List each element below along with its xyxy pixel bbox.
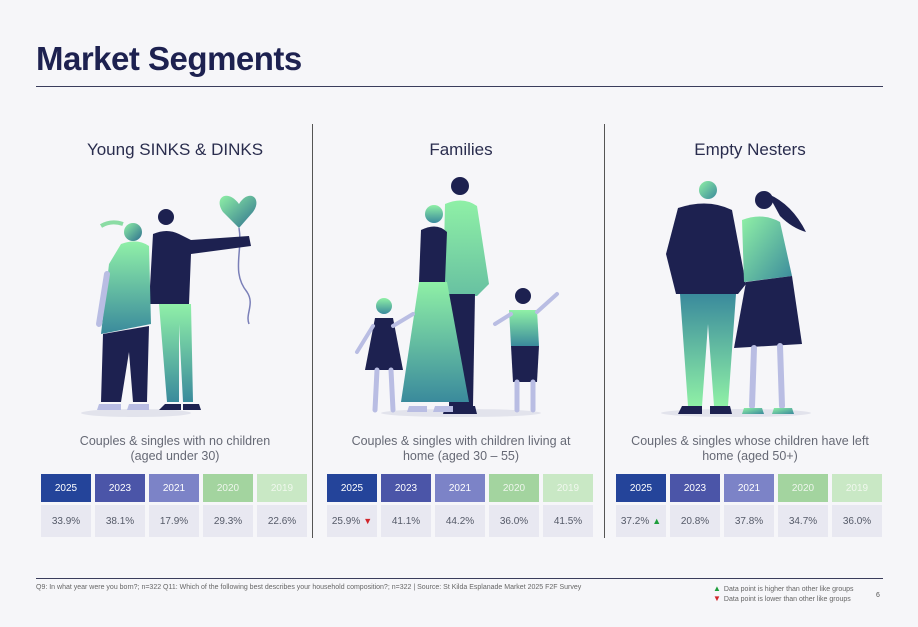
value-cell: 29.3% [203, 505, 253, 537]
description-line: Couples & singles with children living a… [351, 434, 571, 448]
year-label: 2021 [435, 474, 485, 502]
value-cell: 36.0% [489, 505, 539, 537]
year-label: 2019 [257, 474, 307, 502]
description-line: home (aged 30 – 55) [402, 449, 520, 463]
year-label: 2020 [778, 474, 828, 502]
description-line: (aged under 30) [130, 449, 220, 463]
year-label: 2019 [543, 474, 593, 502]
year-label: 2019 [832, 474, 882, 502]
triangle-up-icon: ▲ [713, 584, 721, 593]
value-text: 25.9% [331, 515, 361, 527]
value-text: 37.2% [620, 515, 650, 527]
value-cell: 17.9% [149, 505, 199, 537]
segment-description: Couples & singles whose children have le… [616, 434, 884, 464]
value-cell: 38.1% [95, 505, 145, 537]
segment-title: Empty Nesters [694, 140, 806, 159]
value-cell: 37.8% [724, 505, 774, 537]
description-line: home (aged 50+) [702, 449, 798, 463]
year-label: 2025 [41, 474, 91, 502]
segment-title: Young SINKS & DINKS [86, 140, 264, 159]
legend-lower: ▼ Data point is lower than other like gro… [713, 594, 854, 604]
year-table: 2025 2023 2021 2020 2019 25.9% ▼ 41.1% 44… [327, 474, 593, 537]
year-label: 2021 [149, 474, 199, 502]
year-label: 2025 [327, 474, 377, 502]
year-label: 2025 [616, 474, 666, 502]
legend-higher: ▲ Data point is higher than other like gr… [713, 584, 854, 594]
legend-text: Data point is lower than other like grou… [723, 596, 851, 603]
value-cell: 34.7% [778, 505, 828, 537]
triangle-down-icon: ▼ [713, 594, 721, 603]
value-cell: 41.5% [543, 505, 593, 537]
segment-title: Families [429, 140, 493, 159]
segment-description: Couples & singles with no children (aged… [41, 434, 309, 464]
value-cell: 44.2% [435, 505, 485, 537]
source-footnote: Q9: In what year were you born?; n=322 Q… [36, 584, 582, 591]
description-line: Couples & singles whose children have le… [631, 434, 869, 448]
higher-indicator-icon: ▲ [652, 516, 662, 526]
year-label: 2020 [489, 474, 539, 502]
elderly-couple-illustration [661, 181, 811, 417]
footer-divider [36, 578, 883, 579]
value-cell: 33.9% [41, 505, 91, 537]
description-line: Couples & singles with no children [79, 434, 271, 448]
indicator-legend: ▲ Data point is higher than other like gr… [713, 584, 854, 604]
value-cell: 22.6% [257, 505, 307, 537]
value-cell: 41.1% [381, 505, 431, 537]
couple-with-balloon-illustration [81, 195, 257, 417]
column-divider [312, 124, 313, 538]
value-cell: 25.9% ▼ [327, 505, 377, 537]
year-label: 2020 [203, 474, 253, 502]
column-divider [604, 124, 605, 538]
title-divider [36, 86, 883, 87]
year-label: 2023 [670, 474, 720, 502]
family-illustration [355, 177, 559, 417]
lower-indicator-icon: ▼ [363, 516, 373, 526]
year-table: 2025 2023 2021 2020 2019 37.2% ▲ 20.8% 37… [616, 474, 882, 537]
value-cell: 37.2% ▲ [616, 505, 666, 537]
value-cell: 20.8% [670, 505, 720, 537]
year-label: 2021 [724, 474, 774, 502]
page-number: 6 [876, 592, 880, 599]
value-cell: 36.0% [832, 505, 882, 537]
year-table: 2025 2023 2021 2020 2019 33.9% 38.1% 17.… [41, 474, 307, 537]
legend-text: Data point is higher than other like gro… [723, 586, 854, 593]
year-label: 2023 [95, 474, 145, 502]
page-title: Market Segments [36, 40, 302, 77]
year-label: 2023 [381, 474, 431, 502]
segment-description: Couples & singles with children living a… [327, 434, 595, 464]
